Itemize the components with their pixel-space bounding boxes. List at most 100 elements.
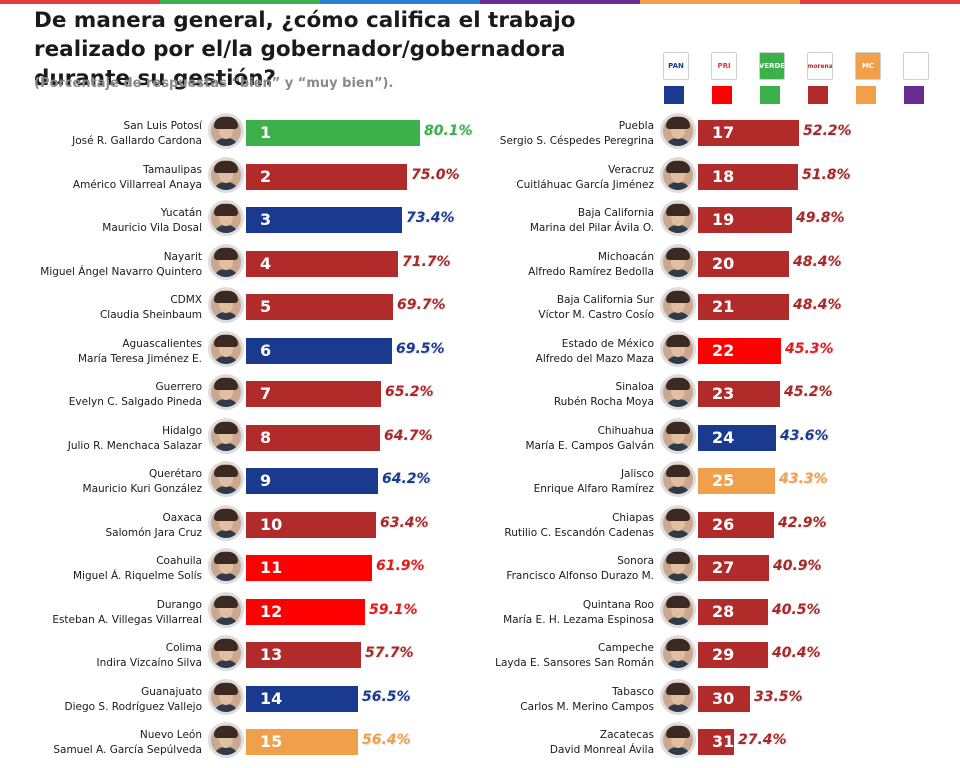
governor-photo-avatar — [660, 156, 696, 193]
mc-logo-icon: MC — [855, 52, 881, 80]
rank-label: 3 — [260, 210, 272, 229]
value-label: 73.4% — [406, 210, 455, 226]
rank-label: 25 — [712, 471, 735, 490]
governor-name: María Teresa Jiménez E. — [77, 352, 202, 365]
governor-name: Evelyn C. Salgado Pineda — [68, 396, 202, 408]
governor-name: Miguel Ángel Navarro Quintero — [40, 265, 202, 278]
bar: 18 — [698, 163, 798, 190]
morena-logo-icon: morena — [807, 52, 833, 80]
legend-swatch-pri — [712, 86, 732, 104]
state-name: Guanajuato — [141, 685, 202, 698]
state-name: Quintana Roo — [582, 598, 654, 611]
state-name: Tabasco — [612, 685, 654, 698]
value-label: 42.9% — [778, 514, 827, 531]
value-label: 59.1% — [369, 601, 418, 618]
strip-segment-blue — [320, 0, 480, 4]
governor-photo-avatar — [208, 678, 244, 715]
value-label: 61.9% — [376, 558, 425, 574]
bar: 4 — [246, 250, 398, 277]
verde-logo-icon: VERDE — [759, 52, 785, 80]
value-label: 45.3% — [785, 340, 834, 357]
bar: 23 — [698, 381, 780, 407]
state-name: San Luis Potosí — [123, 120, 202, 132]
governor-name: Enrique Alfaro Ramírez — [533, 483, 654, 495]
bar: 29 — [698, 642, 768, 668]
state-name: Jalisco — [620, 468, 654, 480]
legend-swatch-pan — [664, 86, 684, 104]
rank-label: 31 — [712, 732, 735, 751]
pt-logo-icon — [903, 52, 929, 80]
governor-name: Cuitláhuac García Jiménez — [516, 178, 654, 191]
legend-item-mc: MC — [855, 52, 881, 104]
bar: 31 — [698, 729, 734, 755]
bar: 13 — [246, 642, 361, 668]
state-name: Coahuila — [156, 555, 202, 567]
governor-name: Samuel A. García Sepúlveda — [53, 744, 202, 756]
governor-label: Hidalgo Julio R. Menchaca Salazar — [0, 424, 202, 454]
governor-photo-avatar — [208, 156, 244, 193]
bar: 8 — [246, 424, 380, 451]
bar: 22 — [698, 337, 781, 364]
rank-label: 7 — [260, 384, 272, 403]
value-label: 71.7% — [402, 253, 451, 270]
rank-label: 21 — [712, 297, 735, 316]
state-name: Tamaulipas — [143, 163, 202, 176]
governor-label: Oaxaca Salomón Jara Cruz — [0, 511, 202, 541]
governor-label: CDMX Claudia Sheinbaum — [0, 293, 202, 323]
bar: 6 — [246, 337, 392, 364]
bar: 3 — [246, 207, 402, 233]
governor-name: Alfredo Ramírez Bedolla — [528, 265, 654, 278]
governor-name: David Monreal Ávila — [549, 744, 654, 756]
chart-subtitle: (Porcentaje de respuestas “bien” y “muy … — [34, 76, 394, 91]
state-name: Yucatán — [160, 207, 202, 219]
state-name: Baja California — [577, 207, 654, 219]
governor-label: Baja California Marina del Pilar Ávila O. — [414, 206, 654, 236]
governor-label: Yucatán Mauricio Vila Dosal — [0, 206, 202, 236]
bar: 10 — [246, 511, 376, 538]
governor-name: Diego S. Rodríguez Vallejo — [64, 700, 202, 713]
governor-label: Aguascalientes María Teresa Jiménez E. — [0, 337, 202, 367]
strip-segment-red-2 — [800, 0, 960, 4]
state-name: Zacatecas — [599, 729, 654, 741]
governor-photo-avatar — [208, 635, 244, 671]
rank-label: 18 — [712, 166, 735, 186]
pan-logo-icon: PAN — [663, 52, 689, 80]
value-label: 64.2% — [382, 471, 431, 487]
strip-segment-red — [0, 0, 160, 4]
rank-label: 4 — [260, 253, 272, 273]
governor-photo-avatar — [660, 417, 696, 454]
chart-title: De manera general, ¿cómo califica el tra… — [34, 8, 576, 91]
rank-label: 17 — [712, 123, 735, 142]
value-label: 69.7% — [397, 297, 446, 313]
governor-name: María E. H. Lezama Espinosa — [503, 613, 654, 626]
governor-photo-avatar — [208, 287, 244, 323]
governor-name: Alfredo del Mazo Maza — [535, 352, 654, 365]
legend-swatch-pt — [904, 86, 924, 104]
governor-label: San Luis Potosí José R. Gallardo Cardona — [0, 119, 202, 149]
legend-item-pt — [903, 52, 929, 104]
top-color-strip — [0, 0, 960, 4]
governor-name: Rutilio C. Escandón Cadenas — [504, 526, 654, 539]
governor-name: Sergio S. Céspedes Peregrina — [499, 135, 654, 147]
bar: 2 — [246, 163, 407, 190]
value-label: 57.7% — [365, 645, 414, 661]
rank-label: 14 — [260, 688, 283, 708]
bar: 1 — [246, 120, 420, 146]
value-label: 49.8% — [796, 210, 845, 226]
legend-swatch-verde — [760, 86, 780, 104]
value-label: 45.2% — [784, 384, 833, 400]
bar: 24 — [698, 424, 776, 451]
governor-label: Estado de México Alfredo del Mazo Maza — [414, 337, 654, 367]
governor-label: Nuevo León Samuel A. García Sepúlveda — [0, 728, 202, 758]
bar: 27 — [698, 555, 769, 581]
bar: 20 — [698, 250, 789, 277]
governor-photo-avatar — [208, 417, 244, 454]
bar: 26 — [698, 511, 774, 538]
governor-name: Mauricio Vila Dosal — [102, 222, 202, 234]
value-label: 56.4% — [362, 732, 411, 748]
value-label: 48.4% — [793, 253, 842, 270]
value-label: 43.6% — [780, 427, 829, 444]
state-name: Estado de México — [561, 337, 654, 350]
state-name: Hidalgo — [162, 424, 202, 437]
governor-name: María E. Campos Galván — [525, 439, 655, 452]
